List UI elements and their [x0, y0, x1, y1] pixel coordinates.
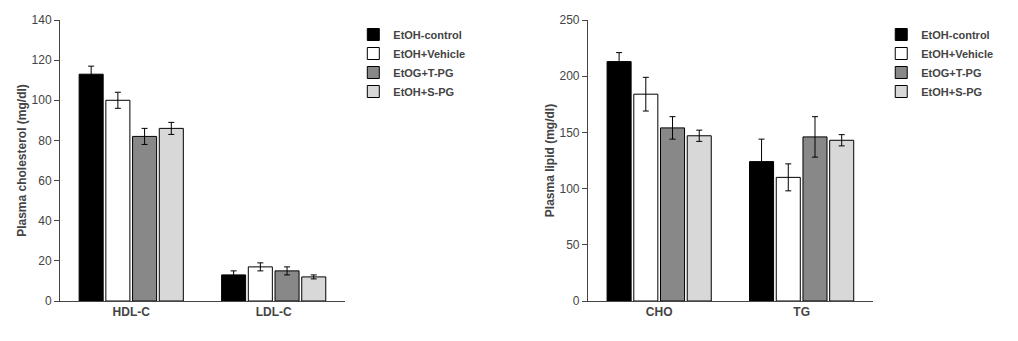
- svg-text:100: 100: [32, 93, 52, 107]
- svg-text:EtOH-control: EtOH-control: [393, 29, 461, 41]
- svg-text:250: 250: [560, 13, 580, 27]
- svg-text:80: 80: [38, 134, 52, 148]
- svg-text:120: 120: [32, 53, 52, 67]
- svg-text:EtOG+T-PG: EtOG+T-PG: [393, 67, 453, 79]
- svg-text:EtOH+Vehicle: EtOH+Vehicle: [921, 48, 993, 60]
- svg-text:40: 40: [38, 214, 52, 228]
- svg-text:EtOG+T-PG: EtOG+T-PG: [921, 67, 981, 79]
- svg-text:Plasma lipid (mg/dl): Plasma lipid (mg/dl): [543, 104, 557, 217]
- svg-text:EtOH+S-PG: EtOH+S-PG: [921, 86, 982, 98]
- svg-text:EtOH+S-PG: EtOH+S-PG: [393, 86, 454, 98]
- svg-text:LDL-C: LDL-C: [256, 305, 292, 319]
- svg-text:CHO: CHO: [646, 305, 673, 319]
- svg-text:EtOH+Vehicle: EtOH+Vehicle: [393, 48, 465, 60]
- svg-text:140: 140: [32, 13, 52, 27]
- svg-text:0: 0: [573, 294, 580, 308]
- svg-text:60: 60: [38, 174, 52, 188]
- svg-text:0: 0: [45, 294, 52, 308]
- svg-text:100: 100: [560, 182, 580, 196]
- svg-text:HDL-C: HDL-C: [113, 305, 151, 319]
- svg-text:Plasma cholesterol (mg/dl): Plasma cholesterol (mg/dl): [15, 84, 29, 237]
- svg-text:150: 150: [560, 126, 580, 140]
- svg-text:TG: TG: [793, 305, 810, 319]
- svg-text:20: 20: [38, 254, 52, 268]
- svg-text:200: 200: [560, 69, 580, 83]
- svg-text:50: 50: [566, 238, 580, 252]
- svg-text:EtOH-control: EtOH-control: [921, 29, 989, 41]
